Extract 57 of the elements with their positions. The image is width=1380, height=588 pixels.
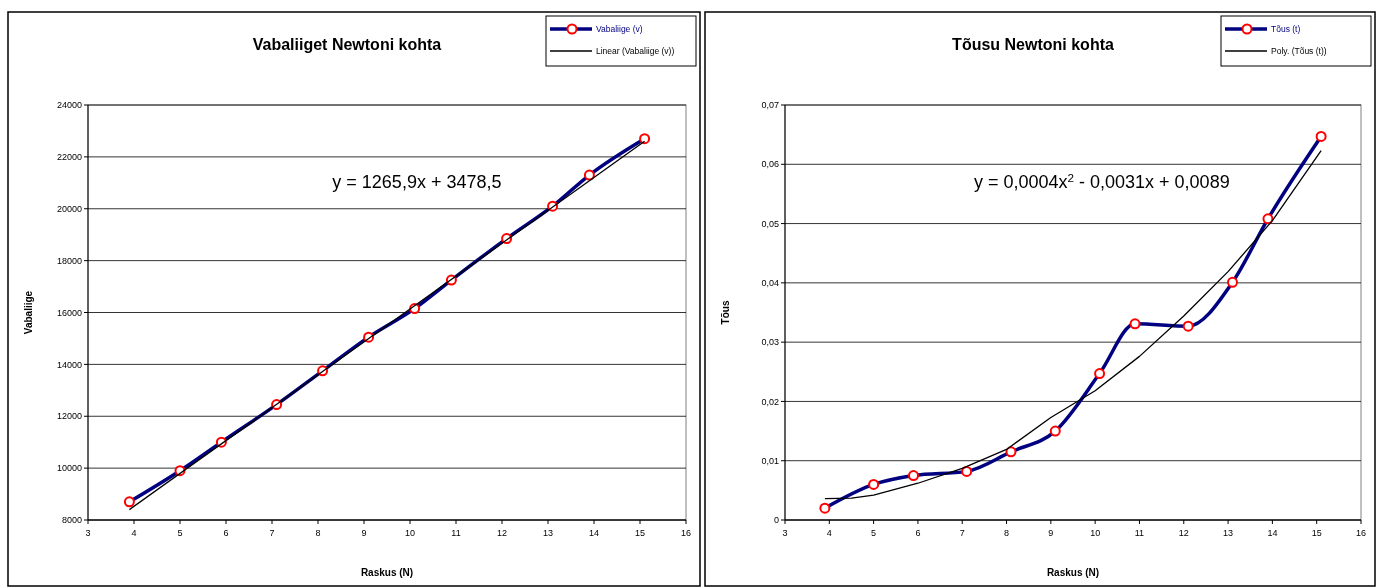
x-tick-label: 13 (542, 528, 554, 538)
y-axis-title: Vabaliige (23, 290, 34, 335)
x-tick-label: 5 (871, 528, 877, 538)
y-tick-label: 16000 (56, 307, 82, 318)
y-tick-label: 22000 (56, 152, 82, 163)
x-tick-label: 10 (404, 528, 416, 538)
x-axis-title: Raskus (N) (360, 567, 414, 578)
x-tick-label: 15 (634, 528, 646, 538)
y-tick-label: 12000 (56, 411, 82, 422)
x-tick-label: 3 (85, 528, 91, 538)
y-tick-label: 0,06 (761, 159, 779, 170)
x-tick-label: 12 (1178, 528, 1189, 538)
y-axis-title: Tõus (720, 300, 731, 325)
x-tick-label: 9 (1048, 528, 1054, 538)
y-tick-label: 0,03 (761, 337, 779, 348)
x-tick-label: 16 (680, 528, 692, 538)
x-tick-label: 3 (782, 528, 788, 538)
x-tick-label: 11 (1134, 528, 1145, 538)
y-tick-label: 10000 (56, 463, 82, 474)
legend-label: Tõus (t) (1271, 23, 1301, 34)
y-tick-label: 20000 (56, 203, 82, 214)
x-tick-label: 4 (131, 528, 137, 538)
y-tick-label: 0,04 (761, 278, 779, 289)
y-tick-label: 18000 (56, 255, 82, 266)
y-tick-label: 0 (773, 515, 779, 526)
annotation: y = 1265,9x + 3478,5 (332, 172, 502, 192)
x-tick-label: 13 (1223, 528, 1234, 538)
x-axis-title: Raskus (N) (1046, 567, 1100, 578)
chart-title: Tõusu Newtoni kohta (952, 36, 1114, 53)
x-tick-label: 7 (959, 528, 965, 538)
x-tick-label: 12 (496, 528, 508, 538)
y-tick-label: 0,05 (761, 218, 779, 229)
x-tick-label: 4 (826, 528, 832, 538)
x-tick-label: 9 (361, 528, 367, 538)
x-tick-label: 6 (223, 528, 229, 538)
y-tick-label: 8000 (61, 515, 82, 526)
x-tick-label: 15 (1311, 528, 1322, 538)
y-tick-label: 14000 (56, 359, 82, 370)
x-tick-label: 6 (915, 528, 921, 538)
chart-title: Vabaliiget Newtoni kohta (252, 36, 442, 53)
legend-label: Vabaliige (v) (596, 23, 643, 34)
x-tick-label: 10 (1090, 528, 1101, 538)
y-tick-label: 0,07 (761, 100, 779, 111)
x-tick-label: 16 (1355, 528, 1367, 538)
x-tick-label: 14 (1267, 528, 1278, 538)
x-tick-label: 7 (269, 528, 275, 538)
annotation: y = 0,0004x$^{2}$ - 0,0031x + 0,0089 (973, 170, 1230, 192)
x-tick-label: 14 (588, 528, 600, 538)
y-tick-label: 0,01 (761, 455, 779, 466)
x-tick-label: 8 (315, 528, 321, 538)
y-tick-label: 24000 (56, 100, 82, 111)
legend-label: Linear (Vabaliige (v)) (596, 45, 675, 56)
x-tick-label: 8 (1004, 528, 1010, 538)
legend-label: Poly. (Tõus (t)) (1271, 45, 1327, 56)
y-tick-label: 0,02 (761, 396, 779, 407)
x-tick-label: 11 (451, 528, 461, 538)
x-tick-label: 5 (177, 528, 183, 538)
